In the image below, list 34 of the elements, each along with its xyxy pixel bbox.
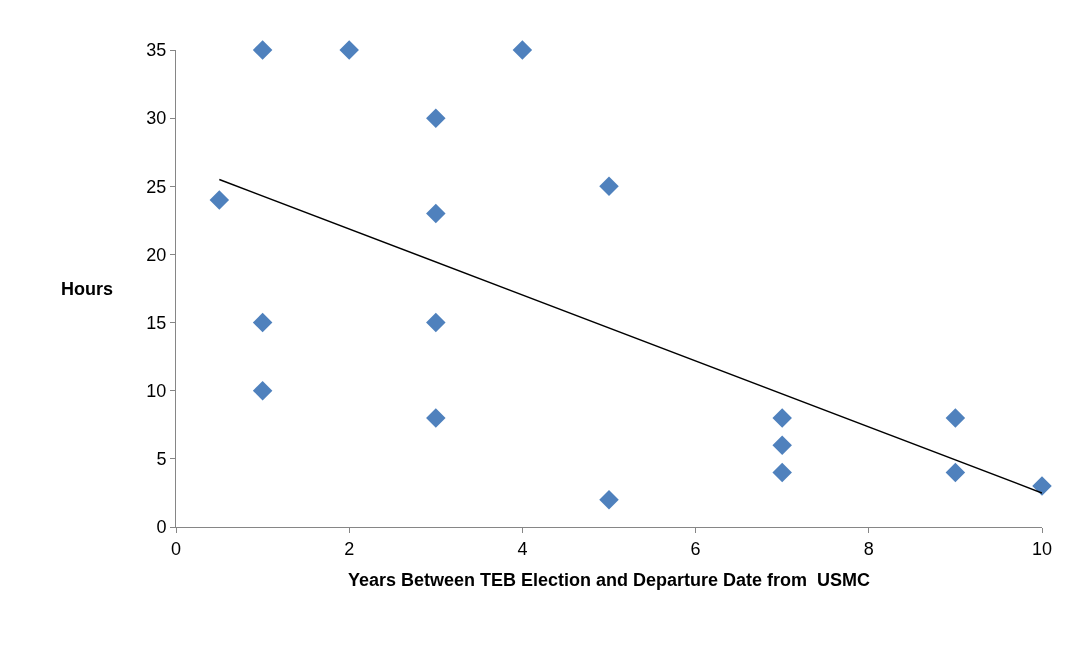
y-tick-label: 5 (156, 449, 167, 470)
y-tick-label: 15 (146, 312, 167, 333)
point (772, 462, 792, 483)
point (772, 408, 792, 428)
point (599, 489, 619, 510)
y-axis-title: Hours (61, 279, 114, 299)
y-tick-label: 30 (146, 108, 167, 129)
y-tick-label: 25 (146, 176, 167, 197)
point (599, 176, 619, 197)
x-axis-title: Years Between TEB Election and Departure Date from USMC (347, 569, 871, 590)
x-tick-label: 2 (344, 538, 355, 559)
x-tick-label: 6 (690, 538, 701, 559)
x-tick-label: 0 (170, 538, 182, 559)
point (772, 435, 792, 455)
point (945, 462, 966, 483)
point (426, 312, 446, 333)
point (512, 40, 533, 60)
point (339, 40, 359, 60)
x-tick-label: 8 (863, 538, 874, 559)
point (252, 380, 273, 401)
point (426, 203, 446, 224)
x-tick-label: 4 (517, 538, 528, 559)
point (209, 190, 230, 210)
point (1032, 476, 1052, 496)
x-tick-label: 10 (1031, 538, 1053, 559)
y-tick-label: 10 (146, 381, 167, 402)
point (426, 108, 446, 128)
point (252, 40, 273, 60)
point (252, 312, 273, 333)
y-tick-label: 20 (146, 244, 167, 265)
y-tick-label: 0 (156, 517, 167, 538)
point (945, 408, 966, 428)
y-tick-label: 35 (146, 40, 167, 61)
point (426, 408, 446, 428)
